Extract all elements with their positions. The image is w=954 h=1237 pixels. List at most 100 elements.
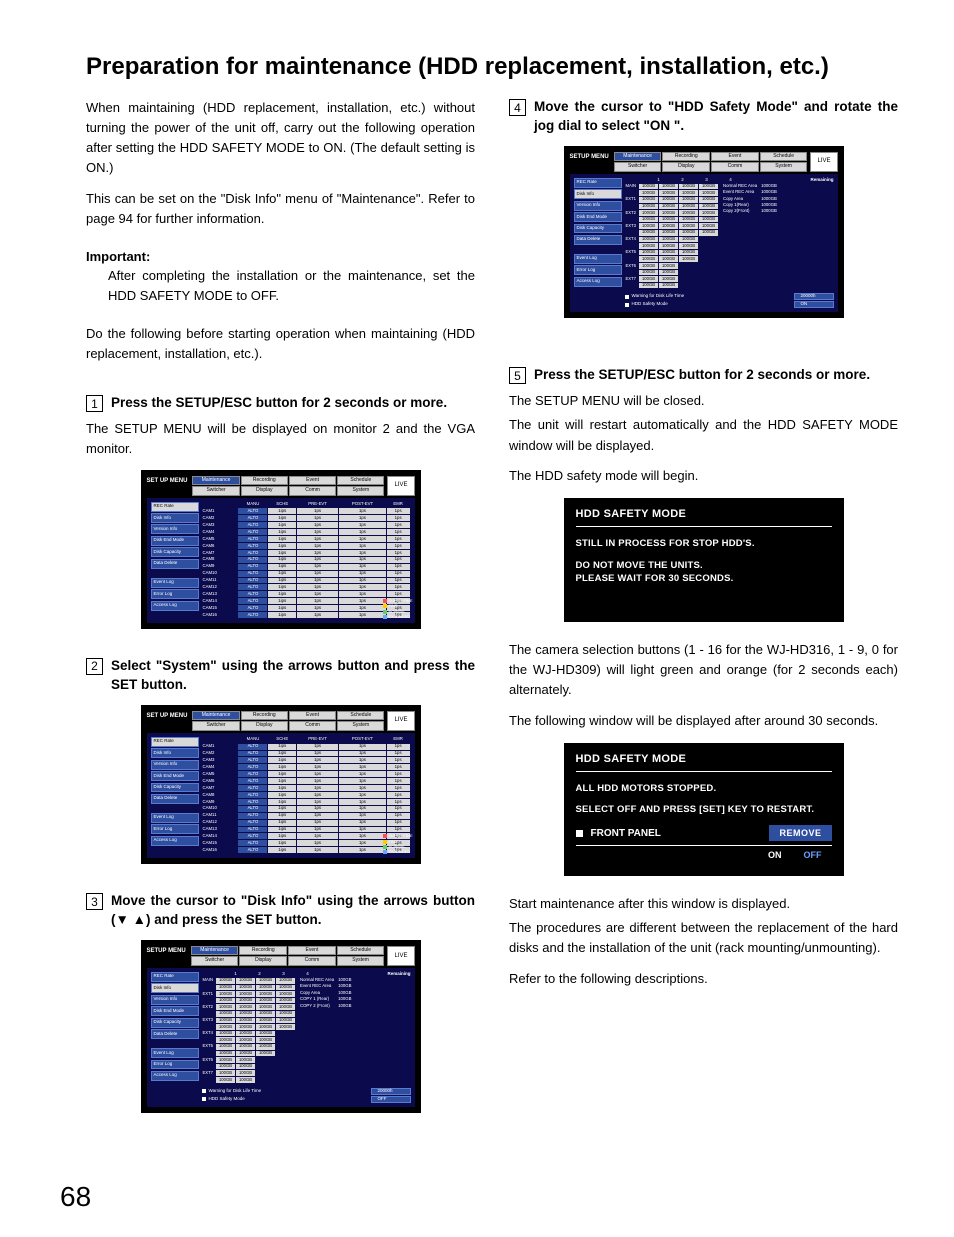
step-5-body-3: The HDD safety mode will begin. [509,466,898,486]
menu-side-button: Disk Capacity [151,547,199,557]
menu-side-button: Version Info [151,995,199,1005]
hdd1-line-2: DO NOT MOVE THE UNITS. PLEASE WAIT FOR 3… [576,559,832,587]
menu-side-button: Error Log [151,1060,199,1070]
menu-side-button: Disk End Mode [151,536,199,546]
menu-side-button: Data Delete [151,794,199,804]
outro-p3: Refer to the following descriptions. [509,969,898,989]
front-panel-label: FRONT PANEL [591,828,762,839]
menu-tab: Event [711,152,759,162]
menu-side-button: Disk Info [151,748,199,758]
menu-side-button: Disk Capacity [574,224,622,234]
menu-side-button: Version Info [574,201,622,211]
menu-tab: Recording [241,711,288,721]
step-1-num: 1 [86,395,103,412]
step-2-num: 2 [86,658,103,675]
menu-tab: Schedule [337,476,384,486]
setup-menu-label: SET UP MENU [147,476,190,496]
step-3-title: Move the cursor to "Disk Info" using the… [111,892,475,930]
menu-tab: Comm [289,721,336,731]
menu-tab: Schedule [337,711,384,721]
setup-menu-screenshot-2: SET UP MENU MaintenanceRecordingEventSch… [141,705,421,864]
two-column-layout: When maintaining (HDD replacement, insta… [86,98,898,1141]
menu-side-button: Access Log [151,1071,199,1081]
hdd1-title: HDD SAFETY MODE [576,508,832,527]
menu-side-button: REC Rate [151,972,199,982]
menu-tab: System [337,956,385,966]
menu-side-button: Event Log [574,254,622,264]
hdd2-line-2: SELECT OFF AND PRESS [SET] KEY TO RESTAR… [576,803,832,817]
menu-tab: Event [288,946,336,956]
menu-side-button: Access Log [151,601,199,611]
menu-side-button: Disk End Mode [574,212,622,222]
step-3-head: 3 Move the cursor to "Disk Info" using t… [86,892,475,930]
menu-side-button: Disk Info [574,189,622,199]
mid-p2: The following window will be displayed a… [509,711,898,731]
menu-side-button: REC Rate [151,737,199,747]
menu-tab: Schedule [337,946,385,956]
menu-tab: Maintenance [192,711,239,721]
menu-tab: Comm [289,486,336,496]
live-indicator: LIVE [810,152,837,172]
important-heading: Important: [86,249,475,264]
step-5-body-1: The SETUP MENU will be closed. [509,391,898,411]
menu-tab: System [760,162,808,172]
menu-tab: Maintenance [191,946,239,956]
menu-tab: Maintenance [614,152,662,162]
menu-side-button: Access Log [151,836,199,846]
menu-side-button: REC Rate [151,502,199,512]
menu-side-button: Data Delete [151,559,199,569]
menu-side-button: Event Log [151,1048,199,1058]
left-column: When maintaining (HDD replacement, insta… [86,98,475,1141]
live-indicator: LIVE [387,946,414,966]
menu-tab: Switcher [192,486,239,496]
remove-button[interactable]: REMOVE [769,825,831,841]
menu-side-button: Event Log [151,578,199,588]
menu-tab: Comm [711,162,759,172]
intro-p3: Do the following before starting operati… [86,324,475,364]
menu-side-button: REC Rate [574,178,622,188]
menu-tab: Recording [239,946,287,956]
hdd-safety-panel-2: HDD SAFETY MODE ALL HDD MOTORS STOPPED. … [564,743,844,877]
menu-tab: System [337,721,384,731]
menu-tab: Recording [662,152,710,162]
step-2-title: Select "System" using the arrows button … [111,657,475,695]
square-bullet-icon [576,830,583,837]
menu-side-button: Error Log [151,824,199,834]
menu-side-button: Disk End Mode [151,771,199,781]
menu-side-button: Data Delete [574,235,622,245]
right-column: 4 Move the cursor to "HDD Safety Mode" a… [509,98,898,1141]
mid-p1: The camera selection buttons (1 - 16 for… [509,640,898,700]
page-number: 68 [60,1181,91,1213]
setup-menu-label: SETUP MENU [147,946,188,966]
menu-tab: Schedule [760,152,808,162]
step-4-title: Move the cursor to "HDD Safety Mode" and… [534,98,898,136]
menu-side-button: Version Info [151,760,199,770]
step-1-body: The SETUP MENU will be displayed on moni… [86,419,475,459]
menu-tab: Event [289,476,336,486]
menu-tab: Maintenance [192,476,239,486]
menu-tab: Comm [288,956,336,966]
menu-side-button: Disk Capacity [151,1018,199,1028]
page-title: Preparation for maintenance (HDD replace… [86,52,898,82]
menu-side-button: Event Log [151,813,199,823]
menu-tab: Display [241,486,288,496]
menu-side-button: Disk Info [151,983,199,993]
important-body: After completing the installation or the… [86,266,475,306]
menu-tab: Switcher [191,956,239,966]
intro-p2: This can be set on the "Disk Info" menu … [86,189,475,229]
step-5-title: Press the SETUP/ESC button for 2 seconds… [534,366,898,385]
on-option[interactable]: ON [768,850,782,860]
menu-tab: Display [662,162,710,172]
menu-side-button: Disk End Mode [151,1006,199,1016]
hdd2-title: HDD SAFETY MODE [576,753,832,772]
off-option[interactable]: OFF [804,850,822,860]
menu-tab: Recording [241,476,288,486]
menu-tab: Event [289,711,336,721]
step-3-num: 3 [86,893,103,910]
menu-side-button: Disk Capacity [151,783,199,793]
menu-tab: Switcher [192,721,239,731]
live-indicator: LIVE [387,711,414,731]
outro-p2: The procedures are different between the… [509,918,898,958]
menu-side-button: Version Info [151,524,199,534]
live-indicator: LIVE [387,476,414,496]
